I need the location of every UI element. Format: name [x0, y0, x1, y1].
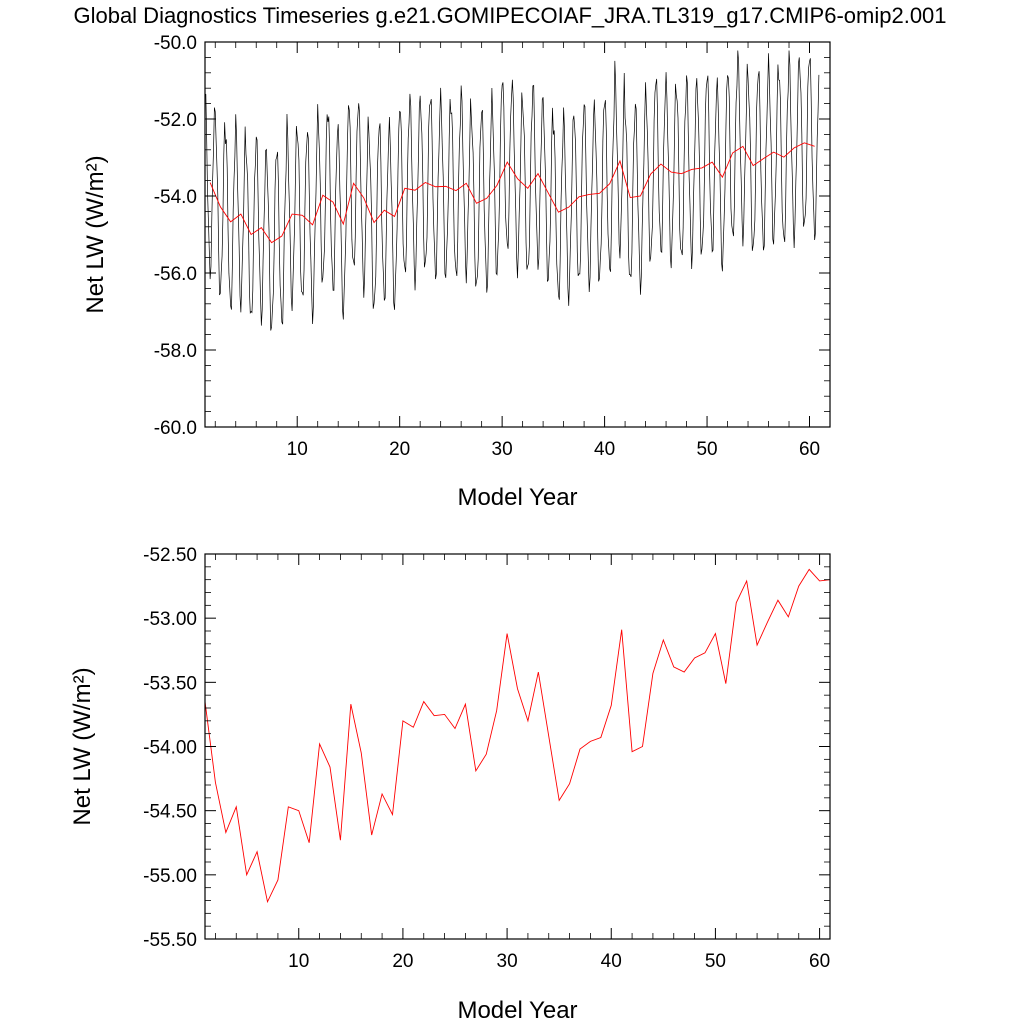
annual-series-line-top [209, 142, 815, 244]
y-tick-label: -53.00 [143, 609, 197, 630]
panel-top: 10 20 30 40 50 60 -60.0 -58.0 -56.0 -54.0 -52.0 -50… [82, 33, 831, 511]
x-tick-label: 30 [492, 439, 513, 460]
y-tick-label: -52.0 [154, 110, 197, 131]
ticks-layer-top [205, 41, 831, 428]
ticks-layer-bottom [205, 553, 830, 940]
monthly-series-line-top [204, 50, 820, 331]
tick-labels-top: 10 20 30 40 50 60 -60.0 -58.0 -56.0 -54.0 -52.0 -50… [154, 33, 820, 460]
x-tick-label: 20 [389, 439, 410, 460]
series-layer-bottom [204, 568, 831, 904]
y-axis-label-top: Net LW (W/m²) [82, 155, 109, 313]
y-tick-label: -52.50 [143, 545, 197, 566]
x-tick-label: 20 [392, 951, 413, 972]
x-tick-label: 10 [287, 439, 308, 460]
x-tick-label: 60 [799, 439, 820, 460]
y-tick-label: -55.00 [143, 866, 197, 887]
tick-labels-bottom: 10 20 30 40 50 60 -55.50 -55.00 -54.50 -54.00 -53.… [143, 545, 830, 972]
x-tick-label: 50 [705, 951, 726, 972]
x-tick-label: 10 [288, 951, 309, 972]
x-axis-label-top: Model Year [457, 484, 577, 511]
x-tick-label: 30 [497, 951, 518, 972]
plot-frame-bottom [204, 553, 831, 940]
y-tick-label: -50.0 [154, 33, 197, 54]
y-tick-label: -60.0 [154, 418, 197, 439]
x-tick-label: 40 [601, 951, 622, 972]
x-tick-label: 60 [809, 951, 830, 972]
y-tick-label: -54.50 [143, 802, 197, 823]
y-tick-label: -55.50 [143, 930, 197, 951]
plot-frame-top [204, 41, 831, 428]
x-tick-label: 40 [594, 439, 615, 460]
annual-series-line-bottom [204, 568, 831, 904]
y-axis-label-bottom: Net LW (W/m²) [69, 667, 96, 825]
y-tick-label: -54.0 [154, 187, 197, 208]
y-tick-label: -53.50 [143, 673, 197, 694]
figure-title: Global Diagnostics Timeseries g.e21.GOMI… [73, 3, 946, 28]
y-tick-label: -56.0 [154, 264, 197, 285]
y-tick-label: -54.00 [143, 738, 197, 759]
series-layer-top [204, 50, 820, 331]
x-tick-label: 50 [696, 439, 717, 460]
y-tick-label: -58.0 [154, 341, 197, 362]
x-axis-label-bottom: Model Year [457, 997, 577, 1024]
panel-bottom: 10 20 30 40 50 60 -55.50 -55.00 -54.50 -54.00 -53.… [69, 545, 831, 1024]
